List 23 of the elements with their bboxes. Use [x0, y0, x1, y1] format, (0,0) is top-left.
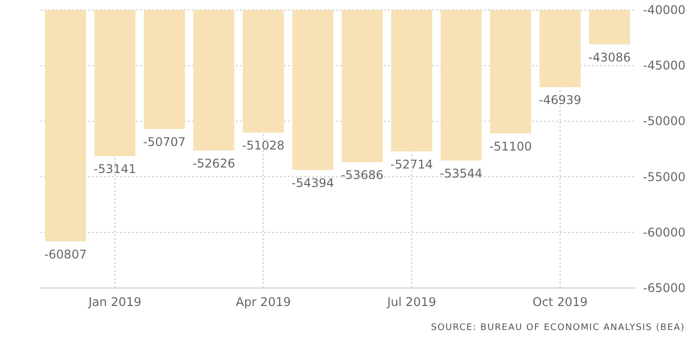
- y-tick-label: -45000: [643, 58, 686, 73]
- data-label: -52714: [390, 157, 433, 172]
- data-label: -51100: [489, 139, 532, 154]
- y-tick-label: -60000: [643, 225, 686, 240]
- x-tick-label: Jan 2019: [88, 295, 142, 309]
- data-label: -51028: [242, 138, 285, 153]
- data-label: -50707: [143, 135, 186, 150]
- x-tick-label: Jul 2019: [386, 295, 436, 309]
- y-tick-label: -50000: [643, 114, 686, 128]
- y-tick-label: -65000: [643, 281, 686, 295]
- x-tick-label: Apr 2019: [236, 295, 291, 309]
- data-label: -52626: [192, 156, 236, 170]
- y-tick-label: -55000: [643, 170, 686, 184]
- data-label: -53544: [440, 166, 482, 181]
- data-label: -43086: [588, 50, 631, 64]
- data-label: -54394: [292, 176, 334, 190]
- data-label: -53686: [340, 168, 384, 182]
- y-tick-label: -40000: [643, 3, 686, 17]
- data-label: -60807: [44, 247, 87, 262]
- source-note: SOURCE: BUREAU OF ECONOMIC ANALYSIS (BEA): [430, 323, 685, 333]
- data-label: -46939: [538, 93, 582, 108]
- data-label: -53141: [94, 162, 136, 176]
- x-tick-label: Oct 2019: [532, 295, 588, 309]
